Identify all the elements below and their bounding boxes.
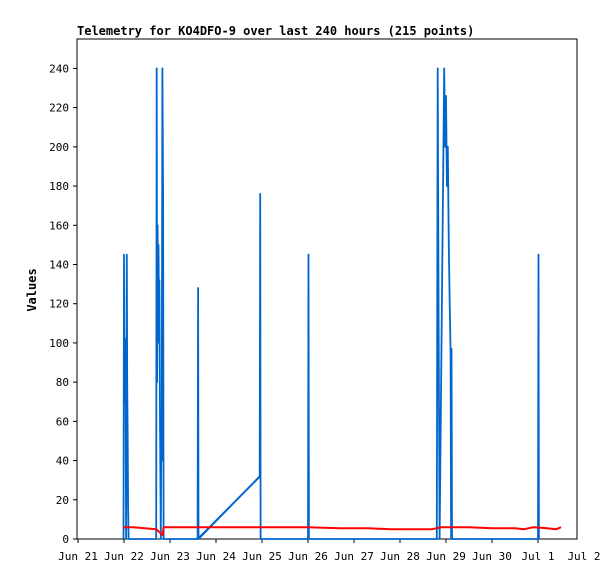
chart-title: Telemetry for KO4DFO-9 over last 240 hou…: [77, 24, 474, 38]
x-tick-label: Jun 23: [150, 550, 190, 563]
x-tick-label: Jun 24: [196, 550, 236, 563]
y-tick-label: 80: [56, 376, 69, 389]
x-tick-label: Jun 21: [58, 550, 98, 563]
y-axis: 0 20 40 60 80 100 120 140 160 180 200 220 240: [49, 62, 77, 546]
x-tick-label: Jun 27: [334, 550, 374, 563]
y-tick-label: 100: [49, 337, 69, 350]
y-tick-label: 40: [56, 455, 69, 468]
y-tick-label: 0: [62, 533, 69, 546]
series-line-2: [123, 526, 562, 537]
x-tick-label: Jun 29: [426, 550, 466, 563]
x-axis: Jun 21 Jun 22 Jun 23 Jun 24 Jun 25 Jun 26 Jun …: [58, 539, 601, 563]
y-tick-label: 60: [56, 415, 69, 428]
series-layer: [122, 67, 562, 540]
x-tick-label: Jun 22: [104, 550, 144, 563]
y-tick-label: 140: [49, 258, 69, 271]
x-tick-label: Jul 1: [521, 550, 554, 563]
y-tick-label: 120: [49, 298, 69, 311]
y-axis-label: Values: [25, 268, 39, 311]
y-tick-label: 20: [56, 494, 69, 507]
series-line-0: [122, 67, 540, 540]
y-tick-label: 220: [49, 102, 69, 115]
y-tick-label: 200: [49, 141, 69, 154]
x-tick-label: Jun 26: [288, 550, 328, 563]
y-tick-label: 180: [49, 180, 69, 193]
plot-area: [76, 38, 578, 540]
x-tick-label: Jul 2: [567, 550, 600, 563]
x-tick-label: Jun 25: [242, 550, 282, 563]
x-tick-label: Jun 30: [472, 550, 512, 563]
series-line-1: [196, 475, 261, 540]
y-tick-label: 160: [49, 219, 69, 232]
x-tick-label: Jun 28: [380, 550, 420, 563]
y-tick-label: 240: [49, 62, 69, 75]
